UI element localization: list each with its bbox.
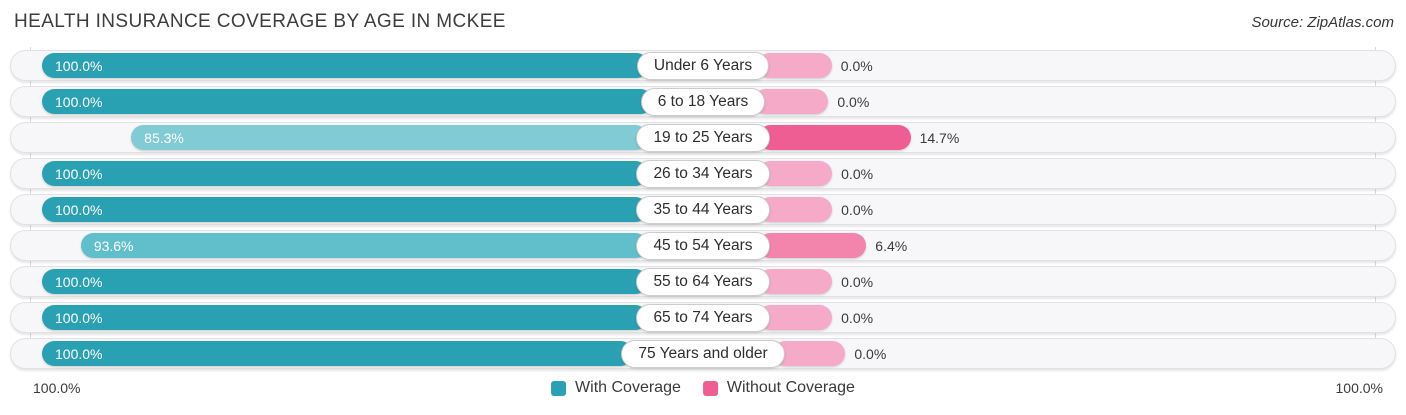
without-coverage-bar	[772, 341, 846, 366]
without-coverage-zone: 0.0%	[757, 195, 1376, 224]
legend-item-with-coverage: With Coverage	[551, 379, 681, 397]
without-coverage-value: 0.0%	[837, 93, 870, 110]
with-coverage-value: 100.0%	[55, 309, 103, 326]
with-coverage-value: 100.0%	[55, 201, 103, 218]
footer: 100.0% With Coverage Without Coverage 10…	[0, 376, 1406, 400]
with-coverage-bar: 100.0%	[42, 89, 653, 114]
with-coverage-value: 100.0%	[55, 273, 103, 290]
with-coverage-bar: 100.0%	[42, 341, 634, 366]
without-coverage-value: 0.0%	[841, 201, 874, 218]
with-coverage-zone: 100.0%	[30, 339, 634, 368]
without-coverage-zone: 0.0%	[772, 339, 1376, 368]
with-coverage-bar: 100.0%	[42, 197, 649, 222]
age-group-label: 26 to 34 Years	[636, 159, 770, 188]
without-coverage-zone: 0.0%	[757, 303, 1376, 332]
with-coverage-value: 85.3%	[144, 129, 184, 146]
chart-row: 85.3% 19 to 25 Years 14.7%	[10, 122, 1396, 153]
without-coverage-bar	[757, 53, 832, 78]
with-coverage-value: 93.6%	[93, 237, 134, 254]
age-group-label: 6 to 18 Years	[640, 87, 766, 116]
legend-item-without-coverage: Without Coverage	[702, 379, 855, 397]
with-coverage-zone: 100.0%	[30, 267, 649, 296]
without-coverage-value: 0.0%	[854, 345, 887, 362]
age-group-label: 65 to 74 Years	[636, 303, 770, 332]
with-coverage-bar: 85.3%	[131, 125, 649, 150]
chart-row: 100.0% 55 to 64 Years 0.0%	[10, 266, 1396, 297]
age-group-label: 55 to 64 Years	[636, 267, 770, 296]
age-group-label: 75 Years and older	[621, 339, 785, 368]
chart-row: 100.0% Under 6 Years 0.0%	[10, 50, 1396, 81]
with-coverage-zone: 100.0%	[30, 51, 649, 80]
legend: With Coverage Without Coverage	[551, 379, 855, 397]
source-credit: Source: ZipAtlas.com	[1251, 14, 1394, 31]
with-coverage-bar: 100.0%	[42, 269, 649, 294]
without-coverage-zone: 0.0%	[757, 51, 1376, 80]
with-coverage-zone: 93.6%	[30, 231, 649, 260]
without-coverage-zone: 0.0%	[753, 87, 1376, 116]
chart-row: 100.0% 26 to 34 Years 0.0%	[10, 158, 1396, 189]
chart-title: HEALTH INSURANCE COVERAGE BY AGE IN MCKE…	[14, 11, 506, 32]
header: HEALTH INSURANCE COVERAGE BY AGE IN MCKE…	[0, 0, 1406, 33]
axis-label-right: 100.0%	[1335, 380, 1383, 396]
chart-row: 100.0% 35 to 44 Years 0.0%	[10, 194, 1396, 225]
age-group-label: Under 6 Years	[636, 51, 770, 80]
chart-row: 100.0% 65 to 74 Years 0.0%	[10, 302, 1396, 333]
without-coverage-bar	[757, 125, 911, 150]
without-coverage-zone: 6.4%	[757, 231, 1376, 260]
without-coverage-zone: 14.7%	[757, 123, 1376, 152]
without-coverage-value: 0.0%	[841, 273, 874, 290]
with-coverage-zone: 100.0%	[30, 87, 653, 116]
without-coverage-bar	[757, 233, 867, 258]
with-coverage-value: 100.0%	[55, 165, 103, 182]
rows-container: 100.0% Under 6 Years 0.0% 100.0% 6 to 18…	[10, 50, 1396, 369]
without-coverage-zone: 0.0%	[757, 159, 1376, 188]
with-coverage-value: 100.0%	[55, 57, 103, 74]
with-coverage-zone: 85.3%	[30, 123, 649, 152]
without-coverage-value: 14.7%	[919, 129, 960, 146]
with-coverage-bar: 100.0%	[42, 53, 649, 78]
with-coverage-swatch	[551, 380, 567, 396]
with-coverage-zone: 100.0%	[30, 195, 649, 224]
with-coverage-value: 100.0%	[55, 93, 103, 110]
age-group-label: 45 to 54 Years	[636, 231, 770, 260]
with-coverage-bar: 100.0%	[42, 161, 649, 186]
with-coverage-value: 100.0%	[55, 345, 103, 362]
chart-row: 100.0% 6 to 18 Years 0.0%	[10, 86, 1396, 117]
without-coverage-value: 6.4%	[875, 237, 908, 254]
without-coverage-value: 0.0%	[840, 57, 873, 74]
without-coverage-swatch	[702, 380, 718, 396]
age-group-label: 19 to 25 Years	[636, 123, 770, 152]
with-coverage-bar: 100.0%	[42, 305, 649, 330]
with-coverage-zone: 100.0%	[30, 303, 649, 332]
without-coverage-bar	[757, 197, 833, 222]
without-coverage-bar	[757, 305, 833, 330]
without-coverage-zone: 0.0%	[757, 267, 1376, 296]
axis-label-left: 100.0%	[33, 380, 81, 396]
with-coverage-zone: 100.0%	[30, 159, 649, 188]
legend-label: With Coverage	[575, 379, 681, 396]
legend-label: Without Coverage	[726, 379, 855, 396]
age-group-label: 35 to 44 Years	[636, 195, 770, 224]
without-coverage-bar	[753, 89, 829, 114]
without-coverage-bar	[757, 269, 833, 294]
with-coverage-bar: 93.6%	[80, 233, 649, 258]
chart-row: 93.6% 45 to 54 Years 6.4%	[10, 230, 1396, 261]
chart-row: 100.0% 75 Years and older 0.0%	[10, 338, 1396, 369]
without-coverage-bar	[757, 161, 833, 186]
without-coverage-value: 0.0%	[841, 309, 874, 326]
bar-chart: 100.0% Under 6 Years 0.0% 100.0% 6 to 18…	[0, 47, 1406, 369]
without-coverage-value: 0.0%	[841, 165, 874, 182]
